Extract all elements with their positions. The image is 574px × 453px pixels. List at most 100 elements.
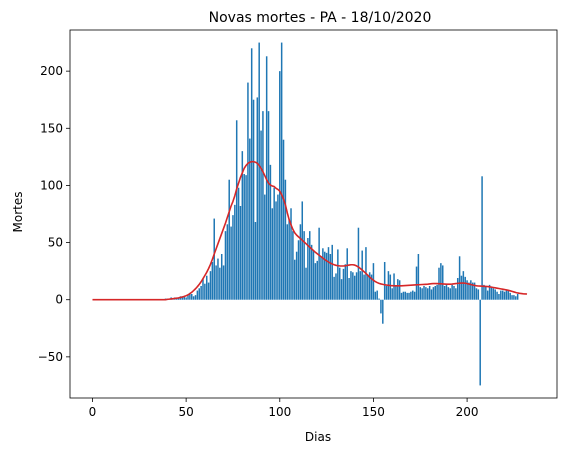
- bar: [397, 279, 399, 300]
- bar: [316, 260, 318, 300]
- x-tick-label: 100: [268, 405, 291, 419]
- bar: [410, 291, 412, 300]
- bar: [513, 295, 515, 300]
- bar: [509, 292, 511, 300]
- bar: [486, 290, 489, 300]
- bar: [372, 263, 375, 300]
- bar: [398, 280, 401, 300]
- bar: [273, 187, 275, 300]
- bar: [247, 82, 249, 300]
- bar: [507, 290, 510, 300]
- y-tick-label: −50: [38, 350, 63, 364]
- bar: [301, 201, 304, 300]
- bar: [462, 271, 465, 300]
- bar: [234, 204, 236, 300]
- bar: [449, 288, 451, 300]
- bar: [202, 279, 204, 300]
- bar: [500, 290, 502, 300]
- bar: [460, 275, 463, 300]
- bar: [217, 258, 219, 300]
- bar: [309, 231, 311, 300]
- bar: [352, 272, 354, 300]
- bar: [267, 111, 270, 300]
- y-axis-label: Mortes: [11, 192, 25, 233]
- bar: [215, 265, 217, 300]
- bar: [344, 264, 347, 300]
- bar: [290, 208, 292, 300]
- bar: [383, 262, 386, 300]
- plot-clip-group: [92, 42, 528, 386]
- bar: [183, 296, 186, 300]
- y-tick-label: 0: [55, 293, 63, 307]
- bar: [314, 263, 317, 300]
- bar: [464, 276, 466, 300]
- bar: [498, 294, 500, 300]
- bar: [492, 288, 495, 300]
- bar: [370, 274, 373, 300]
- axes-frame: [69, 29, 558, 399]
- bar: [310, 244, 313, 300]
- bar: [200, 286, 202, 300]
- bar: [191, 294, 193, 300]
- bar: [245, 175, 247, 300]
- bar: [485, 286, 487, 300]
- bar: [198, 288, 200, 300]
- bar: [327, 247, 330, 300]
- bar: [338, 267, 341, 300]
- bar: [443, 286, 446, 300]
- bar: [436, 284, 438, 300]
- bar: [282, 139, 285, 300]
- bar: [275, 201, 277, 300]
- bar: [363, 274, 365, 300]
- bar: [241, 151, 244, 300]
- bar: [258, 42, 260, 300]
- bar: [483, 284, 485, 300]
- bar: [211, 262, 214, 300]
- bar: [294, 259, 296, 300]
- bar: [391, 288, 393, 300]
- bar: [226, 224, 229, 300]
- bar: [423, 286, 425, 300]
- bar: [320, 256, 322, 300]
- bar: [192, 296, 195, 300]
- bar: [292, 231, 294, 300]
- bar: [406, 292, 408, 300]
- bar: [445, 283, 448, 300]
- bar: [393, 273, 395, 300]
- bar: [235, 120, 238, 300]
- bar: [428, 286, 431, 300]
- bar: [297, 240, 300, 300]
- bar: [453, 286, 455, 300]
- y-tick-label: 100: [40, 178, 63, 192]
- axes: 0 50 100 150 200 −50 0 50 100 150 200: [38, 29, 558, 419]
- bar: [456, 278, 459, 300]
- bar: [207, 282, 210, 300]
- bar: [232, 215, 234, 300]
- bar: [368, 272, 371, 300]
- bar: [237, 187, 240, 300]
- bar: [224, 231, 227, 300]
- bar: [402, 291, 405, 300]
- bar: [516, 294, 519, 300]
- bar: [374, 291, 377, 300]
- bar: [359, 271, 362, 300]
- bar: [322, 248, 324, 300]
- x-tick-label: 150: [362, 405, 385, 419]
- bar: [189, 292, 191, 300]
- bar: [400, 292, 403, 300]
- bar: [380, 299, 382, 314]
- bar: [196, 290, 199, 300]
- bar: [254, 222, 257, 300]
- bar: [286, 224, 289, 300]
- bar: [220, 254, 223, 300]
- bar: [503, 291, 506, 300]
- bar: [412, 290, 414, 300]
- bar: [269, 164, 272, 300]
- x-axis-label: Dias: [305, 430, 331, 444]
- bar: [361, 250, 363, 300]
- bar: [323, 251, 326, 300]
- bar: [451, 284, 453, 300]
- bar: [335, 273, 337, 300]
- bar: [185, 297, 187, 300]
- bar: [249, 138, 251, 300]
